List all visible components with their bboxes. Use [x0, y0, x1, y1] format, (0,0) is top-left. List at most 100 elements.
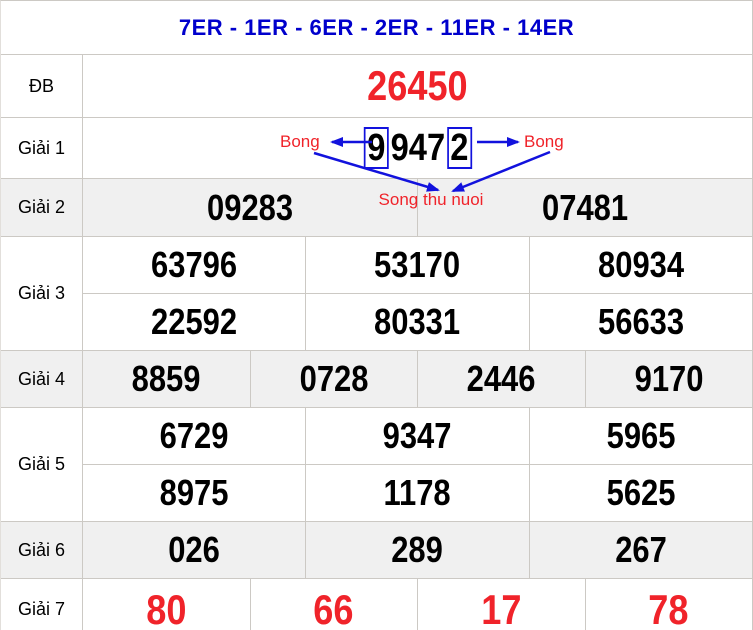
prize-number-cell: 1178	[305, 465, 528, 521]
prize-number: 80331	[374, 301, 461, 342]
prize-row-g5: Giải 5 6729 9347 5965 8975 1178 5625	[1, 408, 752, 522]
prize-row-db: ĐB 26450	[1, 55, 752, 118]
prize-subrow: 6729 9347 5965	[83, 408, 752, 464]
prize-row-g6: Giải 6 026 289 267	[1, 522, 752, 579]
prize-number: 2446	[466, 358, 536, 399]
prize-number: 26450	[367, 62, 468, 109]
prize-number-cell: 07481	[417, 179, 752, 236]
prize-number: 80934	[597, 244, 684, 285]
prize-number-cell: 26450	[83, 55, 752, 117]
prize-number: 22592	[151, 301, 238, 342]
prize-number-cell: 56633	[528, 294, 752, 350]
prize-subrow: 26450	[83, 55, 752, 117]
digit: 7	[426, 127, 445, 169]
prize-number: 289	[391, 529, 444, 570]
prize-number: 267	[614, 529, 667, 570]
prize-number-cell: 17	[417, 579, 585, 630]
header-row: 7ER - 1ER - 6ER - 2ER - 11ER - 14ER	[1, 1, 752, 55]
prize-label-g3: Giải 3	[1, 237, 83, 350]
highlighted-digit-box: 2	[446, 127, 472, 169]
prize-number: 6729	[159, 415, 229, 456]
prize-subrow: 8975 1178 5625	[83, 464, 752, 521]
prize-number: 9170	[634, 358, 704, 399]
prize-number-cell: 9 947 2	[83, 118, 752, 178]
prize-number: 5965	[606, 415, 676, 456]
prize-number-cell: 8859	[83, 351, 250, 407]
prize-label-g6: Giải 6	[1, 522, 83, 578]
prize-row-g1: Giải 1 9 947 2	[1, 118, 752, 179]
prize-number-cell: 22592	[83, 294, 305, 350]
prize-subrow: 63796 53170 80934	[83, 237, 752, 293]
prize-subrow: 8859 0728 2446 9170	[83, 351, 752, 407]
prize-values-g1: 9 947 2	[83, 118, 752, 178]
prize-number: 78	[648, 585, 689, 630]
prize-number-cell: 80331	[305, 294, 528, 350]
prize-number: 80	[146, 585, 187, 630]
prize-number: 17	[481, 585, 522, 630]
prize-number-cell: 5965	[528, 408, 752, 464]
prize-row-g7: Giải 7 80 66 17 78	[1, 579, 752, 630]
prize-number: 5625	[606, 472, 676, 513]
prize-values-g2: 09283 07481	[83, 179, 752, 236]
prize-values-g4: 8859 0728 2446 9170	[83, 351, 752, 407]
prize-rows-container: ĐB 26450 Giải 1 9 947 2 Giải 2 09283 07481 Giải 3…	[1, 55, 752, 630]
prize-number-cell: 289	[305, 522, 528, 578]
prize-number: 07481	[541, 186, 629, 228]
prize-number-cell: 9347	[305, 408, 528, 464]
prize-values-g6: 026 289 267	[83, 522, 752, 578]
prize-number: 9347	[383, 415, 452, 456]
prize-values-db: 26450	[83, 55, 752, 117]
prize-number: 1178	[383, 472, 452, 513]
prize-row-g4: Giải 4 8859 0728 2446 9170	[1, 351, 752, 408]
prize-values-g5: 6729 9347 5965 8975 1178 5625	[83, 408, 752, 521]
prize-number-cell: 9170	[584, 351, 753, 407]
annotation-bong-right: Bong	[524, 132, 564, 151]
prize-values-g7: 80 66 17 78	[83, 579, 752, 630]
prize-label-g1: Giải 1	[1, 118, 83, 178]
prize-row-g2: Giải 2 09283 07481	[1, 179, 752, 237]
prize-label-g4: Giải 4	[1, 351, 83, 407]
prize-number: 9 947 2	[362, 127, 474, 169]
prize-subrow: 80 66 17 78	[83, 579, 752, 630]
prize-number: 53170	[374, 244, 461, 285]
prize-label-g7: Giải 7	[1, 579, 83, 630]
prize-number: 0728	[299, 358, 369, 399]
prize-number-cell: 80	[83, 579, 250, 630]
page-title: 7ER - 1ER - 6ER - 2ER - 11ER - 14ER	[178, 14, 575, 40]
annotation-bong-left: Bong	[280, 132, 320, 151]
prize-row-g3: Giải 3 63796 53170 80934 22592 80331 56633	[1, 237, 752, 351]
prize-subrow: 026 289 267	[83, 522, 752, 578]
prize-number: 09283	[206, 186, 294, 228]
prize-label-g5: Giải 5	[1, 408, 83, 521]
prize-label-db: ĐB	[1, 55, 83, 117]
prize-number-cell: 63796	[83, 237, 305, 293]
digit: 4	[408, 127, 427, 169]
prize-number-cell: 2446	[417, 351, 585, 407]
prize-number-cell: 09283	[83, 179, 417, 236]
prize-number: 63796	[151, 244, 238, 285]
prize-number-cell: 267	[528, 522, 752, 578]
prize-number-cell: 8975	[83, 465, 305, 521]
prize-number: 66	[313, 585, 354, 630]
prize-number-cell: 66	[249, 579, 418, 630]
prize-number: 56633	[597, 301, 684, 342]
prize-number-cell: 5625	[528, 465, 752, 521]
prize-number: 026	[168, 529, 220, 570]
prize-number-cell: 6729	[83, 408, 305, 464]
prize-number: 8859	[131, 358, 201, 399]
digit: 9	[390, 127, 409, 169]
prize-label-g2: Giải 2	[1, 179, 83, 236]
prize-number-cell: 53170	[305, 237, 528, 293]
prize-number: 8975	[159, 472, 229, 513]
prize-number-cell: 78	[584, 579, 753, 630]
highlighted-digit-box: 9	[363, 127, 389, 169]
prize-number-cell: 80934	[528, 237, 752, 293]
annotation-song-thu-nuoi: Song thu nuoi	[378, 190, 484, 209]
prize-values-g3: 63796 53170 80934 22592 80331 56633	[83, 237, 752, 350]
prize-subrow: 22592 80331 56633	[83, 293, 752, 350]
prize-number-cell: 026	[83, 522, 305, 578]
prize-subrow: 09283 07481	[83, 179, 752, 236]
prize-number-cell: 0728	[249, 351, 418, 407]
prize-subrow: 9 947 2	[83, 118, 752, 178]
